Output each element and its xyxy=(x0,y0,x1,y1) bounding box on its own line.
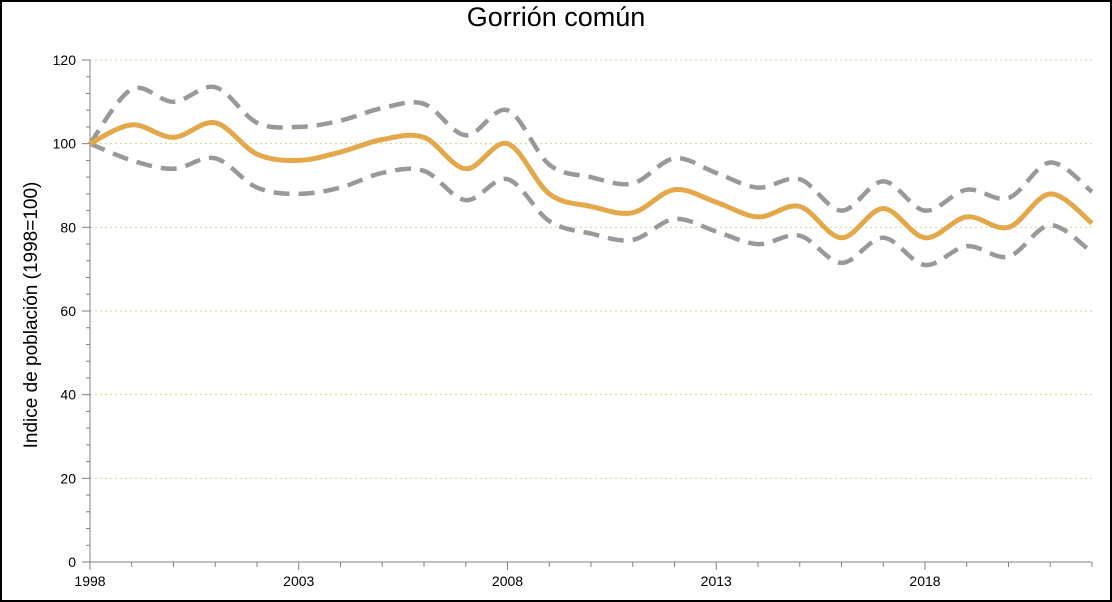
grid-layer xyxy=(90,59,1092,479)
ci-lower-line xyxy=(89,141,1094,268)
tick-labels-layer: 0 20 40 60 80 100 120 1998 2003 2008 2013 2018 xyxy=(53,52,941,589)
index-line xyxy=(88,120,1094,241)
x-tick-label: 2018 xyxy=(909,573,940,589)
y-tick-label: 40 xyxy=(60,387,76,403)
x-tick-label: 1998 xyxy=(74,573,105,589)
y-tick-label: 120 xyxy=(53,52,77,68)
y-tick-label: 80 xyxy=(60,219,76,235)
y-tick-label: 60 xyxy=(60,303,76,319)
chart-title: Gorrión común xyxy=(466,2,646,32)
series-layer xyxy=(88,84,1094,268)
x-tick-label: 2013 xyxy=(701,573,732,589)
ci-upper-line xyxy=(88,84,1094,213)
x-tick-label: 2003 xyxy=(283,573,314,589)
x-tick-label: 2008 xyxy=(492,573,523,589)
y-tick-label: 100 xyxy=(53,136,77,152)
y-tick-label: 20 xyxy=(60,470,76,486)
y-tick-label: 0 xyxy=(68,554,76,570)
